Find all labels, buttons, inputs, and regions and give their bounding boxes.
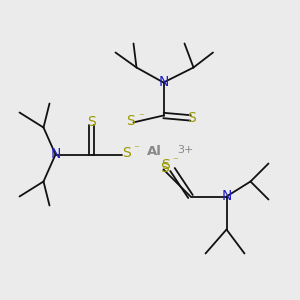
Text: S: S — [87, 115, 96, 128]
Text: N: N — [50, 148, 61, 161]
Text: N: N — [158, 76, 169, 89]
Text: N: N — [221, 190, 232, 203]
Text: 3+: 3+ — [177, 145, 194, 155]
Text: ⁻: ⁻ — [134, 144, 140, 154]
Text: S: S — [188, 111, 196, 125]
Text: S: S — [126, 114, 135, 128]
Text: S: S — [122, 146, 130, 160]
Text: ⁻: ⁻ — [138, 112, 144, 122]
Text: Al: Al — [147, 145, 162, 158]
Text: S: S — [160, 158, 169, 172]
Text: ⁻: ⁻ — [172, 156, 178, 166]
Text: S: S — [160, 161, 169, 175]
